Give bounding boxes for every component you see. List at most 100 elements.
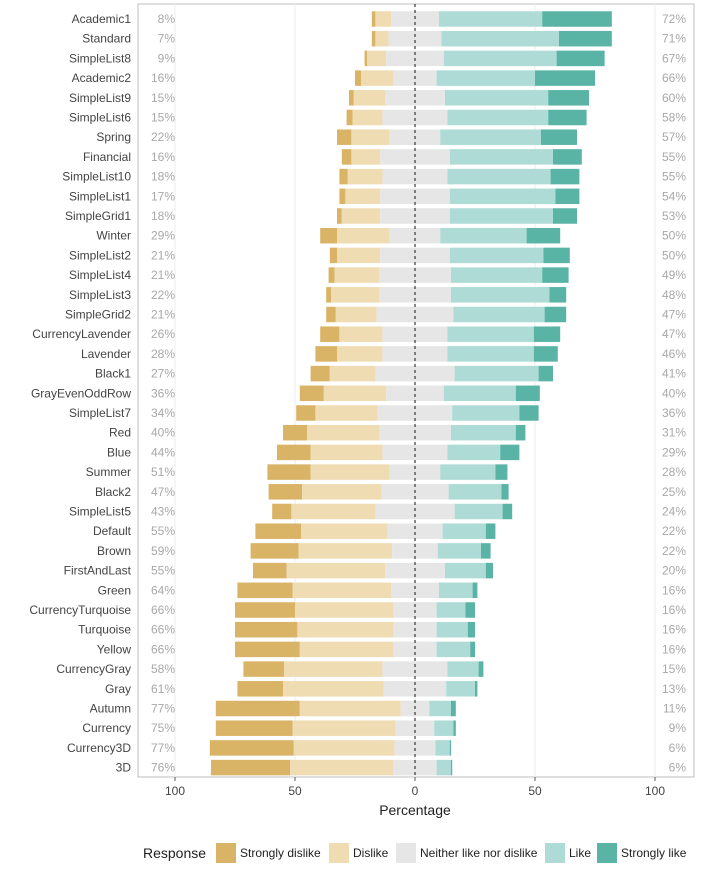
right-percent-label: 48% (662, 288, 686, 302)
bar-segment (429, 700, 451, 717)
right-percent-labels: 72% 71% 67% 66% 60% 58% 57% 55% 55% 54% 53% 50% 50% 4… (662, 12, 686, 775)
bar-segment (440, 129, 541, 145)
bar-segment (388, 30, 442, 47)
bar-segment (301, 523, 388, 539)
left-percent-label: 15% (151, 91, 175, 105)
bar-segment (337, 247, 381, 264)
bar-segment (434, 720, 454, 736)
bar-segment (351, 129, 390, 145)
bar-segment (449, 208, 553, 224)
bar-segment (538, 365, 553, 382)
bar-segment (310, 444, 383, 461)
bar-segment (447, 326, 534, 342)
legend-label: Strongly like (621, 846, 687, 860)
bar-segment (436, 70, 535, 86)
bar-segment (331, 287, 379, 303)
right-percent-label: 16% (662, 642, 686, 656)
category-label: Financial (83, 150, 131, 164)
category-label: SimpleList7 (69, 406, 131, 420)
bar-segment (307, 424, 379, 441)
bar-segment (268, 484, 303, 500)
category-label: SimpleList2 (69, 248, 131, 262)
left-percent-label: 29% (151, 229, 175, 243)
bar-segment (235, 641, 300, 658)
right-percent-label: 16% (662, 583, 686, 597)
bar-segment (364, 50, 367, 67)
bar-segment (453, 720, 456, 736)
left-percent-label: 21% (151, 268, 175, 282)
bar-segment (445, 562, 486, 579)
bar-segment (385, 90, 445, 106)
x-axis-title: Percentage (379, 802, 451, 818)
right-percent-label: 54% (662, 189, 686, 203)
left-percent-label: 18% (151, 209, 175, 223)
bar-segment (355, 70, 361, 86)
bar-segment (553, 208, 577, 224)
x-tick-label: 50 (288, 784, 302, 798)
bar-segment (284, 661, 383, 677)
bar-segment (502, 503, 513, 520)
left-percent-label: 9% (158, 51, 176, 65)
category-label: FirstAndLast (64, 564, 132, 578)
category-label: Green (98, 583, 131, 597)
left-percent-label: 16% (151, 150, 175, 164)
legend-swatch (216, 843, 236, 863)
bar-segment (215, 720, 293, 736)
bars-group (209, 11, 612, 776)
category-label: Spring (96, 130, 131, 144)
bar-segment (533, 346, 558, 362)
category-label: SimpleList9 (69, 91, 131, 105)
bar-segment (320, 227, 337, 244)
bar-segment (541, 129, 577, 145)
bar-segment (351, 149, 381, 165)
left-percent-label: 43% (151, 505, 175, 519)
left-percent-label: 22% (151, 130, 175, 144)
bar-segment (542, 11, 612, 27)
left-percent-label: 75% (151, 721, 175, 735)
bar-segment (449, 247, 544, 264)
bar-segment (296, 405, 316, 421)
bar-segment (326, 287, 331, 303)
bar-segment (353, 90, 385, 106)
bar-segment (443, 50, 557, 67)
left-percent-label: 77% (151, 741, 175, 755)
category-label: 3D (116, 761, 132, 775)
category-label: Currency3D (67, 741, 131, 755)
bar-segment (382, 661, 448, 677)
bar-segment (443, 385, 516, 402)
bar-segment (283, 681, 384, 697)
bar-segment (292, 582, 391, 599)
category-label: Red (109, 426, 131, 440)
left-percent-label: 66% (151, 623, 175, 637)
category-label: SimpleGrid1 (65, 209, 131, 223)
right-percent-label: 60% (662, 91, 686, 105)
right-percent-label: 15% (662, 662, 686, 676)
bar-segment (555, 188, 580, 205)
category-label: Default (93, 524, 132, 538)
right-percent-label: 6% (669, 761, 687, 775)
bar-segment (277, 444, 311, 461)
bar-segment (315, 405, 378, 421)
bar-segment (299, 385, 324, 402)
legend-label: Dislike (353, 846, 389, 860)
left-percent-label: 7% (158, 32, 176, 46)
category-label: Lavender (81, 347, 131, 361)
left-percent-label: 17% (151, 189, 175, 203)
right-percent-label: 41% (662, 367, 686, 381)
left-percent-label: 8% (158, 12, 176, 26)
bar-segment (339, 168, 348, 185)
bar-segment (391, 582, 439, 599)
right-percent-label: 57% (662, 130, 686, 144)
bar-segment (255, 523, 301, 539)
category-label: Autumn (90, 702, 131, 716)
bar-segment (237, 582, 293, 599)
bar-segment (447, 109, 549, 126)
left-percent-label: 21% (151, 308, 175, 322)
bar-segment (337, 227, 390, 244)
bar-segment (451, 267, 543, 283)
bar-segment (371, 11, 376, 27)
x-tick-label: 50 (528, 784, 542, 798)
bar-segment (436, 621, 468, 638)
bar-segment (380, 247, 450, 264)
category-label: Yellow (97, 642, 132, 656)
